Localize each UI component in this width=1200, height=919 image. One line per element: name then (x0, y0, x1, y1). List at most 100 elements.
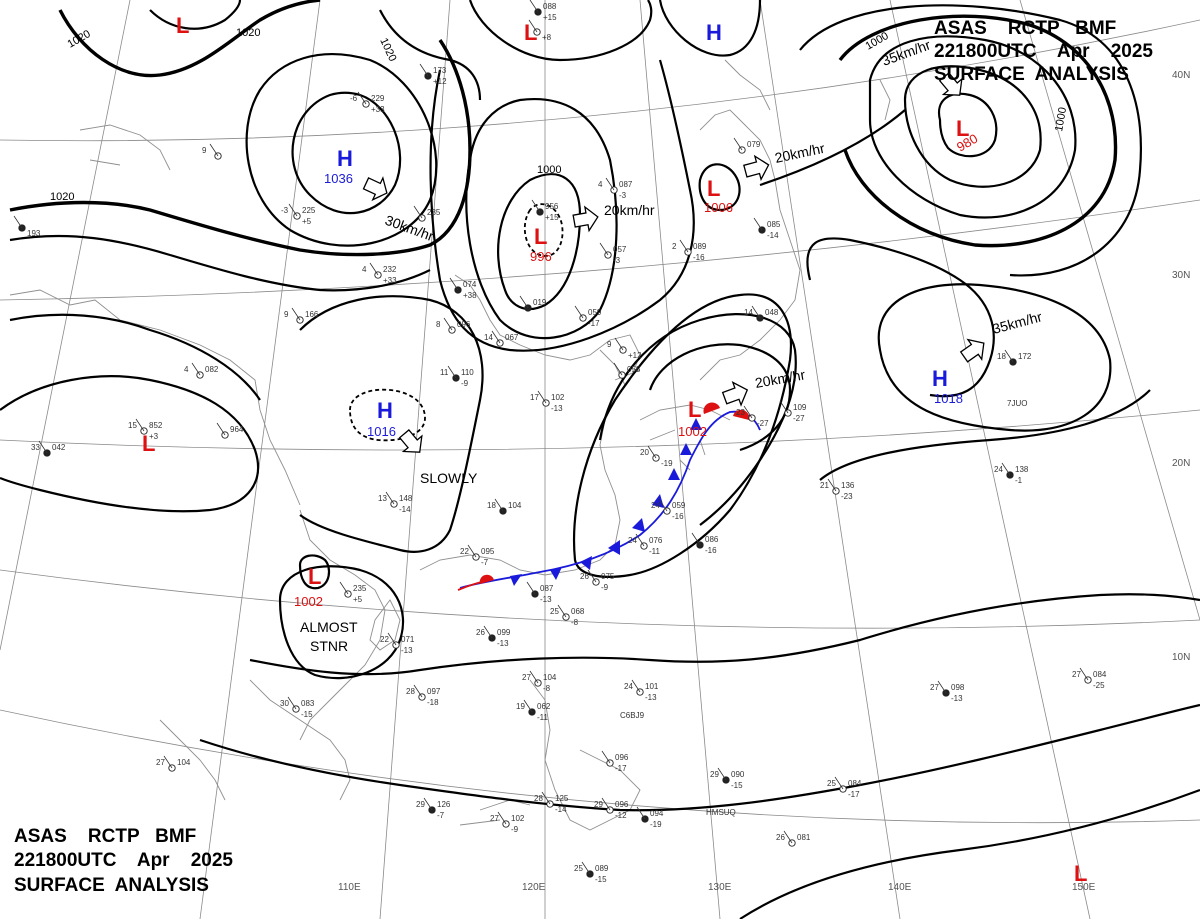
low-center-996-value: 996 (530, 249, 552, 264)
station-plot: 085-14 (753, 217, 781, 240)
station-pressure: 087 (540, 584, 554, 593)
station-temperature: 9 (202, 146, 207, 155)
station-tendency: -14 (399, 505, 411, 514)
station-plot: 13 148 -14 (378, 491, 413, 514)
warm-front-bump (733, 409, 750, 420)
station-tendency: +3 (149, 432, 159, 441)
movement-arrow-1018 (959, 338, 985, 363)
station-temperature: 27 (522, 673, 531, 682)
warm-front-bump (703, 402, 720, 414)
station-tendency: -16 (693, 253, 705, 262)
station-pressure: 096 (457, 320, 471, 329)
station-pressure: 084 (848, 779, 862, 788)
movement-label-1018: 35km/hr (991, 308, 1044, 337)
station-temperature: -3 (281, 206, 289, 215)
wind-barb (385, 491, 395, 505)
wind-barb (528, 19, 538, 33)
station-pressure: 042 (52, 443, 66, 452)
station-pressure: 110 (461, 368, 474, 377)
station-temperature: 26 (776, 833, 785, 842)
isobar-label-1020-c: 1020 (377, 36, 398, 63)
wind-barb (614, 337, 624, 351)
isobar-south-1 (249, 593, 1200, 676)
station-temperature: 28 (406, 687, 415, 696)
isobar-1036-inner (291, 91, 402, 215)
station-tendency: -11 (537, 713, 549, 722)
wind-barb (191, 362, 201, 376)
station-pressure: 083 (301, 699, 315, 708)
high-center-1018-value: 1018 (934, 391, 963, 406)
station-temperature: 33 (31, 443, 40, 452)
high-center-1036-value: 1036 (324, 171, 353, 186)
wind-barb (647, 445, 657, 459)
wind-barb (387, 632, 397, 646)
station-tendency: +15 (545, 213, 559, 222)
cold-front-tooth (680, 443, 692, 455)
wind-barb (287, 696, 297, 710)
station-temperature: 4 (362, 265, 367, 274)
movement-arrow-996 (572, 205, 599, 233)
station-temperature: 9 (284, 310, 289, 319)
station-pressure: 956 (545, 202, 559, 211)
station-plot: 22 071 -13 (380, 632, 415, 655)
isobar-low-outer (429, 59, 695, 352)
wind-barb (1079, 667, 1089, 681)
cold-front-tooth (652, 494, 664, 508)
station-pressure: 090 (731, 770, 745, 779)
station-tendency: -9 (461, 379, 469, 388)
wind-barb (529, 670, 539, 684)
station-pressure: 081 (797, 833, 811, 842)
station-plot: 33 042 (31, 440, 66, 457)
station-temperature: 29 (416, 800, 425, 809)
station-plot: 30 083 -15 (280, 696, 315, 719)
lon-label-150e: 150E (1072, 882, 1096, 893)
station-pressure: 095 (481, 547, 495, 556)
cold-front-tooth (690, 418, 702, 430)
station-tendency: -16 (705, 546, 717, 555)
isobar-1020-north (58, 0, 321, 78)
header-top-line1: ASAS RCTP BMF (934, 18, 1117, 39)
station-plot: 956+15 (531, 199, 559, 222)
station-plot: 9 166 (284, 307, 319, 324)
station-temperature: 25 (550, 607, 559, 616)
high-center-1018-letter: H (932, 366, 948, 391)
station-pressure: 048 (765, 308, 779, 317)
station-tendency: -13 (540, 595, 552, 604)
station-plot: 8 096 (436, 317, 471, 334)
station-temperature: 4 (598, 180, 603, 189)
station-pressure: 104 (543, 673, 557, 682)
low-center-980-letter: L (956, 116, 969, 141)
wind-barb (631, 679, 641, 693)
station-pressure: 096 (615, 800, 629, 809)
station-plot: 25 089 -15 (574, 861, 609, 884)
station-tendency: -18 (427, 698, 439, 707)
wind-barb (449, 277, 459, 291)
station-plot: 24 076 -11 (628, 533, 663, 556)
station-temperature: 24 (628, 536, 637, 545)
station-temperature: 24 (994, 465, 1003, 474)
wind-barb (679, 239, 689, 253)
station-temperature: 11 (440, 368, 449, 377)
station-plot: +8 (528, 19, 552, 42)
station-tendency: -25 (1093, 681, 1105, 690)
wind-barb (574, 305, 584, 319)
wind-barb (717, 767, 727, 781)
station-plot: 074+38 (449, 277, 477, 300)
isobar-top-left (149, 0, 242, 30)
station-plot: 4 232 +33 (362, 262, 397, 285)
isobar-north-arm (759, 109, 906, 187)
wind-barb (491, 330, 501, 344)
header-bottom-line1: ASAS RCTP BMF (14, 826, 197, 847)
wind-barb (613, 362, 623, 376)
wind-barb (447, 365, 457, 379)
movement-arrow-1036 (362, 176, 388, 202)
wind-barb (13, 215, 23, 229)
station-temperature: 20 (640, 448, 649, 457)
station-plot: 25 084 -17 (827, 776, 862, 799)
wind-barb (467, 544, 477, 558)
low-center-1002-value: 1002 (294, 594, 323, 609)
station-pressure: 087 (619, 180, 633, 189)
station-temperature: 26 (580, 572, 589, 581)
wind-barb (135, 418, 145, 432)
station-pressure: 104 (508, 501, 522, 510)
